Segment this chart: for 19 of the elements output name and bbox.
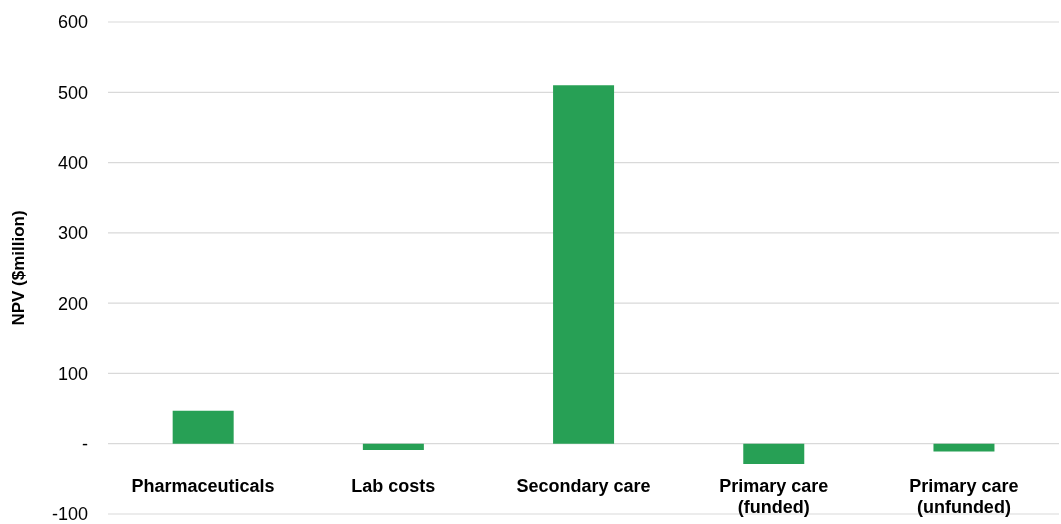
bar <box>743 443 805 465</box>
x-tick-label: Secondary care <box>516 475 651 496</box>
y-tick-label: 400 <box>57 152 88 173</box>
bar <box>933 443 995 452</box>
x-tick-label: Primary care (unfunded) <box>909 475 1019 517</box>
y-axis-title: NPV ($million) <box>9 210 29 326</box>
y-tick-label: 600 <box>57 12 88 33</box>
y-tick-label: 200 <box>57 293 88 314</box>
y-tick-label: - <box>82 434 88 455</box>
y-tick-label: 300 <box>57 223 88 244</box>
bar <box>362 443 424 451</box>
bar <box>172 410 234 444</box>
x-tick-label: Primary care (funded) <box>719 475 829 517</box>
y-tick-label: 500 <box>57 82 88 103</box>
x-tick-label: Pharmaceuticals <box>131 475 275 496</box>
bar <box>553 85 615 444</box>
x-tick-label: Lab costs <box>351 475 436 496</box>
y-tick-label: 100 <box>57 363 88 384</box>
y-tick-label: -100 <box>51 504 88 524</box>
